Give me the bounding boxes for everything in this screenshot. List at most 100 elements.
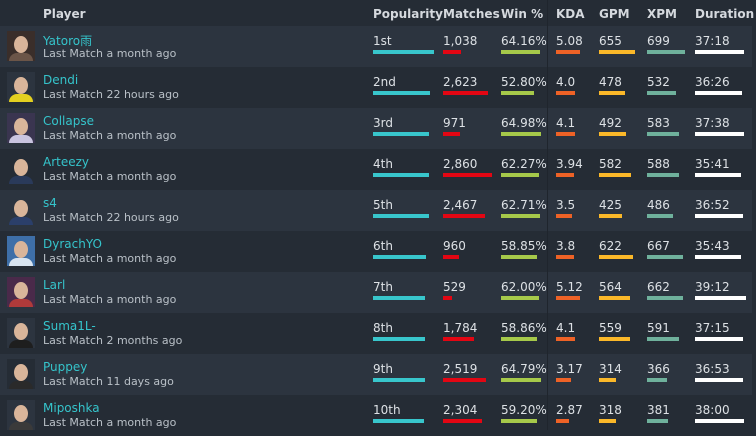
player-avatar[interactable]	[7, 359, 35, 389]
kda-bar	[556, 50, 580, 54]
gpm-value: 564	[599, 280, 622, 294]
kda-bar	[556, 378, 571, 382]
xpm-bar	[647, 419, 668, 423]
matches-bar	[443, 419, 482, 423]
table-row[interactable]: s4 Last Match 22 hours ago 5th 2,467 62.7…	[0, 190, 752, 231]
player-name-link[interactable]: Suma1L-	[43, 319, 96, 333]
player-name-link[interactable]: s4	[43, 196, 57, 210]
last-match-text: Last Match 11 days ago	[43, 375, 174, 388]
header-duration[interactable]: Duration	[695, 7, 755, 21]
player-avatar[interactable]	[7, 154, 35, 184]
kda-value: 4.0	[556, 75, 576, 89]
matches-value: 1,784	[443, 321, 478, 335]
duration-value: 35:41	[695, 157, 730, 171]
header-player[interactable]: Player	[43, 7, 86, 21]
popularity-value: 5th	[373, 198, 393, 212]
matches-value: 2,519	[443, 362, 478, 376]
player-name-link[interactable]: DyrachYO	[43, 237, 102, 251]
header-gpm[interactable]: GPM	[599, 7, 630, 21]
popularity-bar	[373, 419, 424, 423]
duration-bar	[695, 296, 746, 300]
duration-value: 37:38	[695, 116, 730, 130]
gpm-bar	[599, 419, 616, 423]
duration-bar	[695, 91, 742, 95]
win-bar	[501, 91, 534, 95]
popularity-value: 7th	[373, 280, 393, 294]
popularity-bar	[373, 255, 426, 259]
header-xpm[interactable]: XPM	[647, 7, 677, 21]
duration-bar	[695, 132, 744, 136]
duration-bar	[695, 173, 741, 177]
last-match-text: Last Match a month ago	[43, 416, 177, 429]
duration-value: 38:00	[695, 403, 730, 417]
player-avatar[interactable]	[7, 113, 35, 143]
player-avatar[interactable]	[7, 31, 35, 61]
header-win-rate[interactable]: Win %	[501, 7, 544, 21]
player-name-link[interactable]: Puppey	[43, 360, 88, 374]
xpm-value: 486	[647, 198, 670, 212]
duration-value: 37:15	[695, 321, 730, 335]
table-row[interactable]: Miposhka Last Match a month ago 10th 2,30…	[0, 395, 752, 436]
xpm-value: 532	[647, 75, 670, 89]
kda-bar	[556, 419, 569, 423]
gpm-bar	[599, 132, 626, 136]
table-row[interactable]: DyrachYO Last Match a month ago 6th 960 5…	[0, 231, 752, 272]
gpm-value: 478	[599, 75, 622, 89]
player-avatar[interactable]	[7, 318, 35, 348]
player-avatar[interactable]	[7, 195, 35, 225]
header-matches[interactable]: Matches	[443, 7, 500, 21]
player-avatar[interactable]	[7, 72, 35, 102]
gpm-value: 314	[599, 362, 622, 376]
kda-value: 4.1	[556, 321, 576, 335]
gpm-bar	[599, 214, 622, 218]
popularity-bar	[373, 337, 425, 341]
popularity-bar	[373, 173, 429, 177]
player-avatar[interactable]	[7, 236, 35, 266]
matches-bar	[443, 337, 474, 341]
player-name-link[interactable]: Collapse	[43, 114, 94, 128]
win-value: 58.85%	[501, 239, 547, 253]
kda-value: 4.1	[556, 116, 576, 130]
xpm-bar	[647, 214, 673, 218]
popularity-bar	[373, 378, 425, 382]
table-row[interactable]: Larl Last Match a month ago 7th 529 62.00…	[0, 272, 752, 313]
win-bar	[501, 132, 541, 136]
duration-bar	[695, 255, 741, 259]
gpm-value: 492	[599, 116, 622, 130]
last-match-text: Last Match a month ago	[43, 47, 177, 60]
kda-value: 3.5	[556, 198, 576, 212]
table-row[interactable]: Suma1L- Last Match 2 months ago 8th 1,784…	[0, 313, 752, 354]
gpm-value: 425	[599, 198, 622, 212]
table-row[interactable]: Arteezy Last Match a month ago 4th 2,860 …	[0, 149, 752, 190]
table-row[interactable]: Dendi Last Match 22 hours ago 2nd 2,623 5…	[0, 67, 752, 108]
matches-value: 2,860	[443, 157, 478, 171]
kda-bar	[556, 132, 575, 136]
player-name-link[interactable]: Miposhka	[43, 401, 100, 415]
player-name-link[interactable]: Larl	[43, 278, 66, 292]
header-popularity[interactable]: Popularity	[373, 7, 443, 21]
header-kda[interactable]: KDA	[556, 7, 585, 21]
matches-value: 1,038	[443, 34, 478, 48]
win-value: 62.27%	[501, 157, 547, 171]
popularity-bar	[373, 132, 429, 136]
player-avatar[interactable]	[7, 400, 35, 430]
win-value: 64.79%	[501, 362, 547, 376]
xpm-value: 588	[647, 157, 670, 171]
player-name-link[interactable]: Arteezy	[43, 155, 90, 169]
xpm-value: 583	[647, 116, 670, 130]
kda-bar	[556, 91, 575, 95]
xpm-value: 381	[647, 403, 670, 417]
table-row[interactable]: Yatoro雨 Last Match a month ago 1st 1,038 …	[0, 26, 752, 67]
player-name-link[interactable]: Yatoro雨	[43, 34, 93, 48]
player-avatar[interactable]	[7, 277, 35, 307]
popularity-value: 2nd	[373, 75, 396, 89]
table-row[interactable]: Collapse Last Match a month ago 3rd 971 6…	[0, 108, 752, 149]
gpm-bar	[599, 173, 631, 177]
duration-value: 37:18	[695, 34, 730, 48]
matches-value: 2,304	[443, 403, 478, 417]
table-header: Player Popularity Matches Win % KDA GPM …	[0, 0, 755, 26]
player-name-link[interactable]: Dendi	[43, 73, 79, 87]
duration-bar	[695, 50, 744, 54]
table-row[interactable]: Puppey Last Match 11 days ago 9th 2,519 6…	[0, 354, 752, 395]
